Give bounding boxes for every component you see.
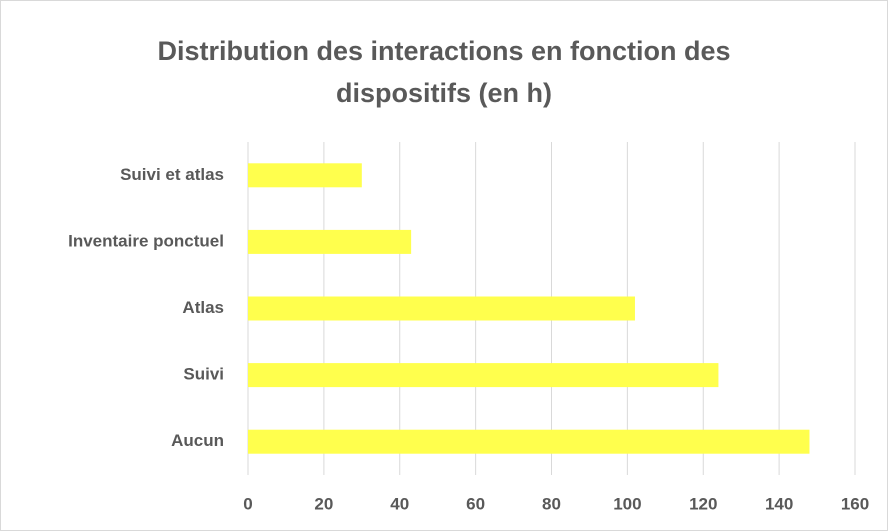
- y-tick-label: Suivi et atlas: [120, 165, 224, 184]
- chart-title: Distribution des interactions en fonctio…: [157, 36, 731, 108]
- y-tick-label: Aucun: [171, 431, 224, 450]
- x-tick-label: 0: [243, 494, 252, 513]
- y-tick-label: Suivi: [183, 365, 224, 384]
- bar: [248, 363, 719, 388]
- x-tick-label: 20: [314, 494, 333, 513]
- x-tick-label: 80: [542, 494, 561, 513]
- x-tick-label: 40: [390, 494, 409, 513]
- x-tick-label: 140: [765, 494, 793, 513]
- bar: [248, 429, 810, 454]
- x-tick-label: 160: [841, 494, 869, 513]
- bar: [248, 229, 412, 254]
- x-tick-label: 100: [613, 494, 641, 513]
- bar: [248, 163, 362, 188]
- x-tick-label: 60: [466, 494, 485, 513]
- y-tick-label: Inventaire ponctuel: [68, 231, 224, 250]
- x-tick-label: 120: [689, 494, 717, 513]
- bar: [248, 296, 635, 321]
- y-tick-label: Atlas: [182, 298, 224, 317]
